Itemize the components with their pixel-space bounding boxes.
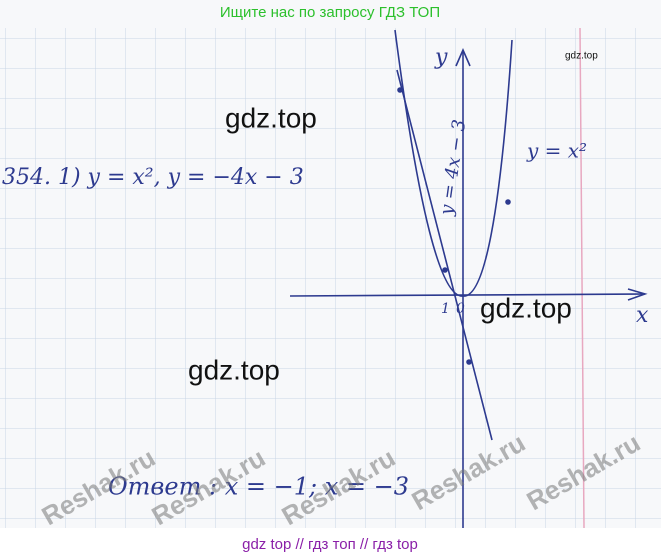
answer-text: Ответ : x = −1; x = −3: [108, 473, 409, 501]
parabola: [394, 29, 513, 297]
origin-label: 0: [456, 301, 465, 317]
point: [466, 359, 472, 365]
y-arrow: [455, 48, 471, 67]
watermark: gdz.top: [188, 354, 280, 385]
grid-paper: [0, 28, 661, 528]
footer-bg: [0, 528, 661, 559]
graph: [289, 29, 648, 555]
unit-label: 1: [441, 301, 450, 317]
point: [397, 87, 403, 93]
point: [505, 199, 511, 205]
point: [442, 267, 448, 273]
footer-text: gdz top // гдз топ // гдз top: [242, 536, 418, 553]
axis-x-label: x: [636, 303, 649, 328]
watermark: gdz.top: [480, 292, 572, 323]
margin-line: [579, 27, 585, 529]
line: [396, 69, 493, 441]
x-arrow: [627, 288, 648, 301]
parabola-label: y = x²: [526, 139, 587, 163]
header-text: Ищите нас по запросу ГДЗ ТОП: [220, 4, 440, 21]
watermark: gdz.top: [225, 102, 317, 133]
axis-y-label: y: [434, 45, 448, 70]
problem-text: 354. 1) y = x², y = −4x − 3: [2, 165, 304, 190]
corner-watermark: gdz.top: [565, 51, 598, 62]
